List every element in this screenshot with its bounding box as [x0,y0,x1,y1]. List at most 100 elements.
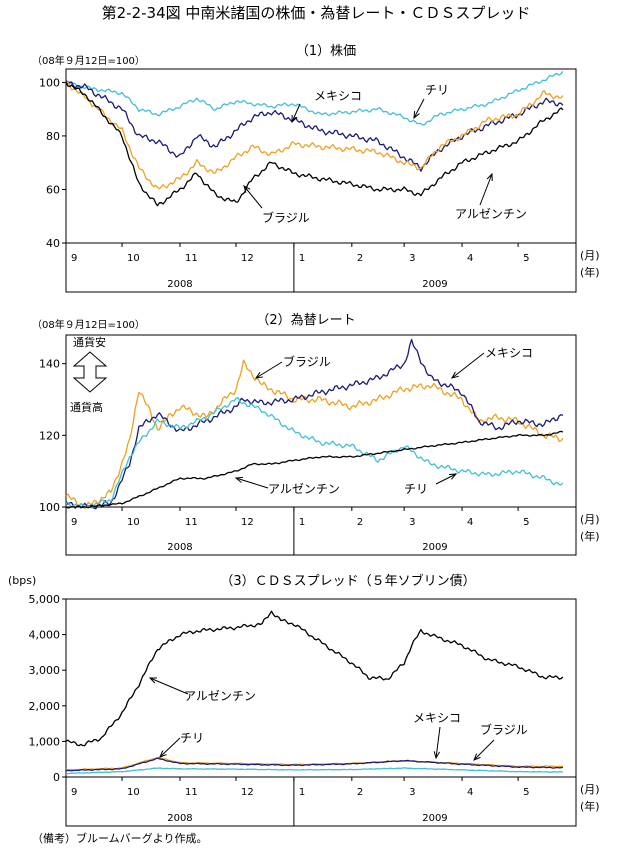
double-arrow-icon [72,351,108,393]
series-line [65,81,564,190]
x-tick-label: 10 [127,253,140,264]
series-line [65,338,564,510]
series-line [65,430,564,509]
y-tick-label: 1,000 [29,735,61,748]
label-chile: チリ [425,83,449,97]
y-tick-label: 5,000 [29,593,61,606]
x-tick-label: 12 [241,787,254,798]
leader-arrow-icon [234,476,244,483]
leader-arrow-icon [433,751,440,760]
x-year-label: 2009 [422,813,447,824]
x-tick-label: 11 [185,253,198,264]
x-year-label: 2009 [422,542,447,553]
label-mexico: メキシコ [413,711,461,725]
stock-price-chart: （1）株価 （08年９月12日=100） メキシコ チリ ブラジル アルゼンチン… [32,44,600,293]
label-mexico: メキシコ [314,89,362,103]
series-line [65,757,564,772]
x-tick-label: 2 [357,787,363,798]
series-line [65,70,564,126]
cds-spread-chart: （3）ＣＤＳスプレッド（５年ソブリン債） (bps) アルゼンチン チリ メキシ… [8,573,600,827]
leader-line [235,477,269,489]
label-argentina: アルゼンチン [184,689,256,703]
leader-arrow-icon [473,753,481,761]
leader-line [149,677,189,695]
x-tick-label: 3 [409,787,415,798]
label-chile: チリ [180,731,204,745]
x-tick-label: 12 [241,253,254,264]
series-line [65,396,564,509]
x-year-label: 2008 [167,813,192,824]
leader-arrow-icon [486,172,493,182]
y-tick-label: 4,000 [29,629,61,642]
y-tick-label: 80 [46,130,60,143]
label-brazil: ブラジル [262,210,310,225]
leader-arrow-icon [243,185,251,193]
x-tick-label: 10 [127,517,140,528]
x-tick-label: 4 [467,253,473,264]
label-brazil: ブラジル [480,722,528,737]
label-chile: チリ [404,482,428,496]
x-tick-label: 5 [523,517,529,528]
month-unit-label: (月) [580,249,600,262]
x-tick-label: 4 [467,787,473,798]
series-line [65,610,564,747]
label-argentina: アルゼンチン [268,482,340,496]
y-tick-label: 140 [39,358,60,371]
leader-arrow-icon [448,473,458,480]
chart-title: （3）ＣＤＳスプレッド（５年ソブリン債） [220,573,475,589]
leader-arrow-icon [413,110,420,120]
leader-line [451,352,485,379]
x-tick-label: 1 [299,787,305,798]
series-line [65,81,564,207]
year-unit-label: (年) [580,529,600,543]
annotation-currency-weak: 通貨安 [73,335,106,349]
leader-line [479,173,493,206]
month-unit-label: (月) [580,783,600,796]
label-brazil: ブラジル [283,354,331,369]
chart-title: （2）為替レート [256,312,355,328]
leader-arrow-icon [291,114,298,124]
y-axis-label: （08年９月12日=100） [32,318,145,331]
series-line [65,80,564,172]
label-mexico: メキシコ [485,346,533,360]
x-tick-label: 3 [409,253,415,264]
chart-title: （1）株価 [296,44,356,59]
leader-line [291,103,301,123]
plot-frame [65,334,577,556]
x-tick-label: 9 [71,253,77,264]
label-argentina: アルゼンチン [455,207,527,221]
leader-line [159,737,181,758]
x-tick-label: 5 [523,253,529,264]
y-tick-label: 40 [46,237,60,250]
x-tick-label: 3 [409,517,415,528]
figure-title: 第2-2-34図 中南米諸国の株価・為替レート・ＣＤＳスプレッド [102,4,531,22]
leader-line [473,739,495,761]
leader-line [255,361,283,379]
x-tick-label: 9 [71,517,77,528]
x-tick-label: 2 [357,253,363,264]
leader-arrow-icon [159,750,167,758]
x-tick-label: 11 [185,787,198,798]
y-tick-label: 0 [53,771,60,784]
leader-arrow-icon [450,371,459,379]
month-unit-label: (月) [580,513,600,526]
x-tick-label: 11 [185,517,198,528]
source-note: （備考）ブルームバーグより作成。 [32,831,207,845]
x-tick-label: 1 [299,517,305,528]
year-unit-label: (年) [580,799,600,813]
leader-line [243,185,263,209]
x-year-label: 2008 [167,542,192,553]
y-tick-label: 2,000 [29,700,61,713]
exchange-rate-chart: （2）為替レート （08年９月12日=100） 通貨安 通貨高 ブラジル メキシ… [32,312,600,556]
year-unit-label: (年) [580,265,600,279]
y-tick-label: 3,000 [29,664,61,677]
x-tick-label: 12 [241,517,254,528]
y-tick-label: 120 [39,429,60,442]
leader-line [413,98,425,119]
leader-arrow-icon [148,677,158,684]
x-tick-label: 5 [523,787,529,798]
y-tick-label: 100 [39,76,60,89]
leader-line [435,726,441,759]
x-tick-label: 4 [467,517,473,528]
